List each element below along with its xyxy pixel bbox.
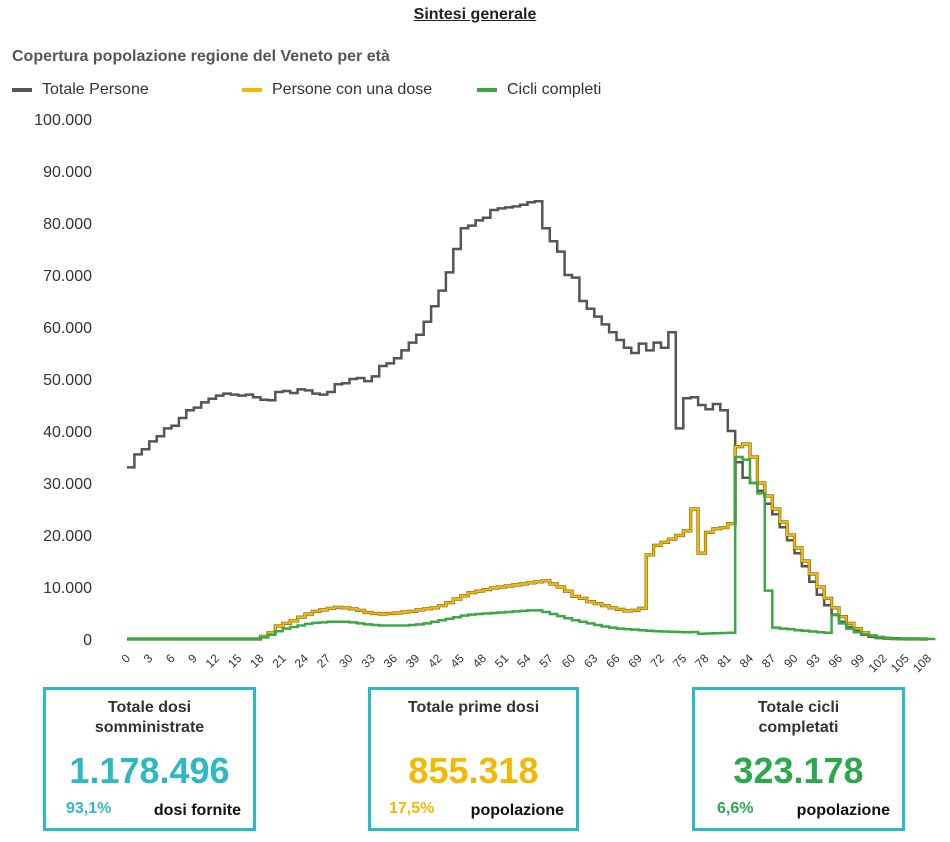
- x-tick-label: 57: [537, 651, 557, 671]
- x-tick-label: 93: [804, 651, 824, 671]
- x-tick-label: 27: [314, 651, 334, 671]
- x-tick-label: 21: [270, 651, 290, 671]
- card-total-doses: Totale dosi somministrate 1.178.496 93,1…: [43, 687, 256, 831]
- y-tick-label: 0: [83, 632, 92, 649]
- page-title-text: Sintesi generale: [413, 6, 537, 23]
- chart-title: Copertura popolazione regione del Veneto…: [12, 48, 390, 65]
- card-percentage: 93,1%: [66, 800, 112, 817]
- x-tick-label: 102: [866, 651, 890, 675]
- y-tick-label: 80.000: [43, 216, 92, 233]
- x-tick-label: 30: [336, 651, 356, 671]
- y-tick-label: 20.000: [43, 528, 92, 545]
- card-title: Totale prime dosi: [407, 699, 540, 716]
- card-value: 855.318: [408, 750, 539, 791]
- x-tick-label: 105: [888, 651, 912, 675]
- legend-item-totale-persone: Totale Persone: [12, 81, 149, 99]
- card-subtitle: dosi fornite: [153, 802, 241, 819]
- y-tick-label: 60.000: [43, 320, 92, 337]
- page-title: Sintesi generale: [0, 6, 950, 24]
- card-value: 1.178.496: [69, 750, 230, 791]
- x-tick-label: 0: [118, 651, 133, 666]
- chart-legend: Totale Persone Persone con una dose Cicl…: [12, 81, 712, 103]
- x-tick-label: 108: [910, 651, 934, 675]
- card-subtitle: popolazione: [796, 802, 890, 819]
- x-tick-label: 42: [425, 651, 445, 671]
- legend-label: Persone con una dose: [272, 81, 433, 98]
- x-tick-label: 51: [492, 651, 512, 671]
- x-tick-label: 99: [848, 651, 868, 671]
- card-percentage: 6,6%: [717, 800, 754, 817]
- series-line-una-dose: [127, 442, 928, 641]
- x-tick-label: 90: [781, 651, 801, 671]
- card-value: 323.178: [733, 750, 864, 791]
- x-tick-label: 69: [626, 651, 646, 671]
- y-tick-label: 100.000: [34, 112, 92, 129]
- card-title: Totale dosi somministrate: [94, 699, 205, 736]
- series-line-totale-persone: [127, 199, 928, 641]
- x-tick-label: 9: [185, 651, 200, 666]
- x-tick-label: 24: [292, 651, 312, 671]
- legend-swatch-total: [12, 88, 32, 92]
- y-tick-label: 40.000: [43, 424, 92, 441]
- coverage-chart: 0 10.000 20.000 30.000 40.000 50.000 60.000 70.…: [34, 112, 936, 675]
- card-subtitle: popolazione: [470, 802, 564, 819]
- x-tick-label: 96: [826, 651, 846, 671]
- y-tick-label: 90.000: [43, 164, 92, 181]
- x-tick-label: 3: [141, 651, 156, 666]
- x-tick-label: 87: [759, 651, 779, 671]
- x-tick-label: 54: [514, 651, 534, 671]
- x-tick-label: 60: [559, 651, 579, 671]
- legend-label: Cicli completi: [507, 81, 602, 98]
- x-tick-label: 78: [692, 651, 712, 671]
- legend-swatch-complete: [477, 88, 497, 92]
- card-percentage: 17,5%: [389, 800, 435, 817]
- x-tick-label: 75: [670, 651, 690, 671]
- x-tick-label: 66: [603, 651, 623, 671]
- x-tick-label: 48: [470, 651, 490, 671]
- legend-item-una-dose: Persone con una dose: [242, 81, 432, 99]
- x-tick-label: 63: [581, 651, 601, 671]
- x-tick-label: 18: [247, 651, 267, 671]
- card-complete-cycles: Totale cicli completati 323.178 6,6% pop…: [692, 687, 905, 831]
- card-title: Totale cicli completati: [757, 699, 840, 736]
- y-tick-label: 10.000: [43, 580, 92, 597]
- x-tick-label: 6: [163, 651, 178, 666]
- x-tick-label: 39: [403, 651, 423, 671]
- x-tick-label: 81: [715, 651, 735, 671]
- x-tick-label: 12: [203, 651, 223, 671]
- series-line-cicli-completi: [127, 455, 936, 641]
- x-tick-label: 45: [448, 651, 468, 671]
- x-tick-label: 36: [381, 651, 401, 671]
- legend-item-cicli-completi: Cicli completi: [477, 81, 601, 99]
- card-first-doses: Totale prime dosi 855.318 17,5% popolazi…: [368, 687, 579, 831]
- x-tick-label: 84: [737, 651, 757, 671]
- x-tick-label: 33: [359, 651, 379, 671]
- y-tick-label: 70.000: [43, 268, 92, 285]
- y-tick-label: 50.000: [43, 372, 92, 389]
- legend-swatch-one-dose: [242, 88, 262, 92]
- legend-label: Totale Persone: [42, 81, 149, 98]
- x-tick-label: 72: [648, 651, 668, 671]
- x-tick-label: 15: [225, 651, 245, 671]
- y-tick-label: 30.000: [43, 476, 92, 493]
